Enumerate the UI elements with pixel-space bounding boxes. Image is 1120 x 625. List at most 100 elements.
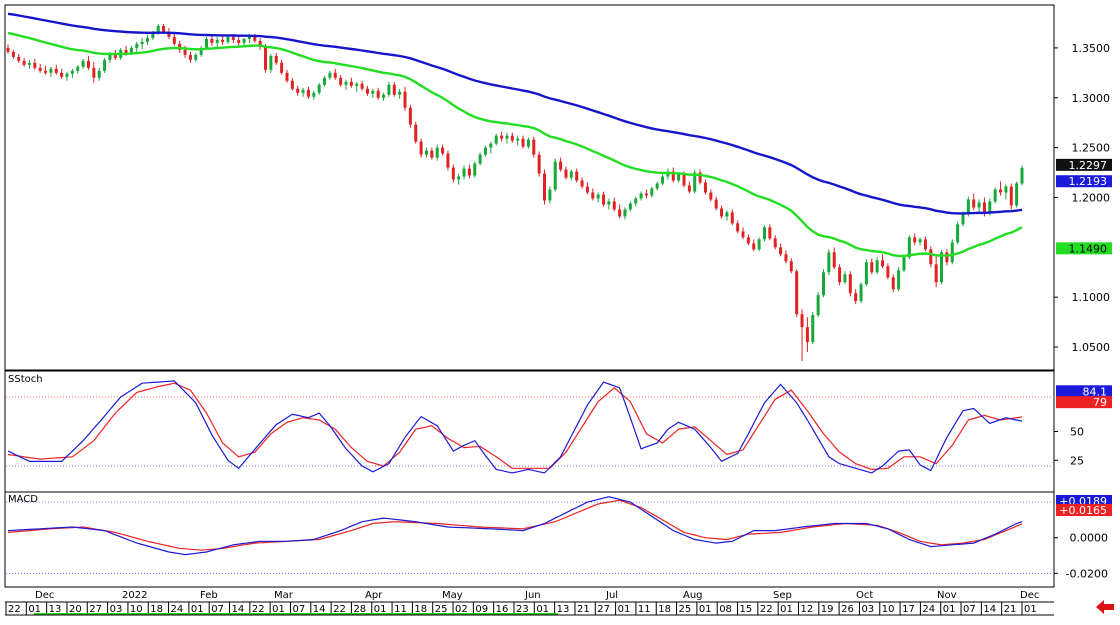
candle-body [478,154,482,164]
candle-body [44,70,48,73]
macd-title: MACD [8,494,38,505]
candle-body [135,43,139,48]
arrow-left-icon[interactable] [1096,600,1114,614]
candle-body [312,92,316,97]
candle-body [103,59,107,71]
candle-body [537,154,541,174]
x-day-label: 09 [475,604,488,615]
candle-body [736,223,740,232]
candle-body [526,139,530,147]
price-y-tick-label: 1.2500 [1072,142,1111,155]
candle-body [644,193,648,196]
candle-body [580,180,584,187]
candle-body [757,239,761,250]
candle-body [870,262,874,273]
x-day-label: 13 [49,604,62,615]
x-day-label: 26 [841,604,854,615]
macd-plot-area [4,491,1055,588]
x-day-label: 22 [8,604,21,615]
price-plot-area [4,4,1055,371]
x-day-label: 25 [679,604,692,615]
candle-body [843,274,847,283]
x-month-label: Oct [856,590,873,601]
price-last-flag [1056,158,1112,171]
x-day-label: 14 [313,604,326,615]
x-day-label: 07 [292,604,305,615]
candle-body [81,60,85,67]
candle-body [725,212,729,217]
candle-body [618,209,622,217]
candle-body [27,62,31,65]
candle-body [414,124,418,142]
candle-body [505,135,509,139]
x-day-label: 14 [983,604,996,615]
x-month-label: Dec [35,590,54,601]
candle-body [306,89,310,97]
candle-body [752,243,756,250]
x-month-label: Apr [365,590,383,601]
candle-body [167,31,171,37]
candle-body [923,239,927,250]
candle-body [183,49,187,55]
candle-body [210,38,214,43]
candle-body [864,262,868,285]
candle-body [60,72,64,77]
candle-body [966,199,970,215]
candle-body [881,260,885,267]
candle-body [194,54,198,60]
candle-body [999,189,1003,193]
candle-body [178,43,182,50]
x-day-label: 01 [28,604,41,615]
candle-body [516,138,520,141]
candle-body [199,47,203,55]
candle-body [253,36,257,41]
candle-body [854,293,858,302]
candle-body [339,77,343,85]
candle-body [205,38,209,48]
candle-body [430,150,434,158]
candle-body [86,60,90,68]
x-day-label: 03 [861,604,874,615]
candle-body [548,189,552,201]
candle-body [741,231,745,238]
candle-body [827,252,831,273]
price-y-tick-label: 1.3500 [1072,42,1111,55]
candle-body [151,32,155,38]
candle-body [172,36,176,44]
stochastic-title: SStoch [8,374,43,385]
price-y-tick-label: 1.0500 [1072,341,1111,354]
x-day-label: 24 [922,604,935,615]
candle-body [693,172,697,192]
candle-body [730,212,734,224]
candle-body [113,53,117,58]
x-day-label: 12 [800,604,813,615]
x-day-label: 18 [414,604,427,615]
candle-body [360,83,364,89]
candle-body [70,70,74,74]
candle-body [559,161,563,170]
candle-body [365,88,369,94]
stochastic-last-flag-value: 79 [1093,396,1107,409]
x-day-label: 22 [333,604,346,615]
candle-body [269,55,273,70]
candle-body [398,91,402,95]
x-day-label: 18 [658,604,671,615]
candle-body [805,327,809,343]
candle-body [709,192,713,200]
candle-body [510,135,514,141]
x-day-label: 16 [496,604,509,615]
stochastic-y-tick-label: 25 [1070,454,1084,467]
candle-body [328,72,332,78]
candle-body [215,39,219,43]
candle-body [934,264,938,283]
candle-body [221,39,225,42]
macd-panel: MACD 0.0000-0.0200 +0.0189+0.0165 [4,491,1112,588]
x-day-label: 10 [882,604,895,615]
x-day-label: 03 [110,604,123,615]
candle-body [602,194,606,205]
candle-body [494,135,498,144]
candle-body [687,185,691,192]
candle-body [886,266,890,278]
